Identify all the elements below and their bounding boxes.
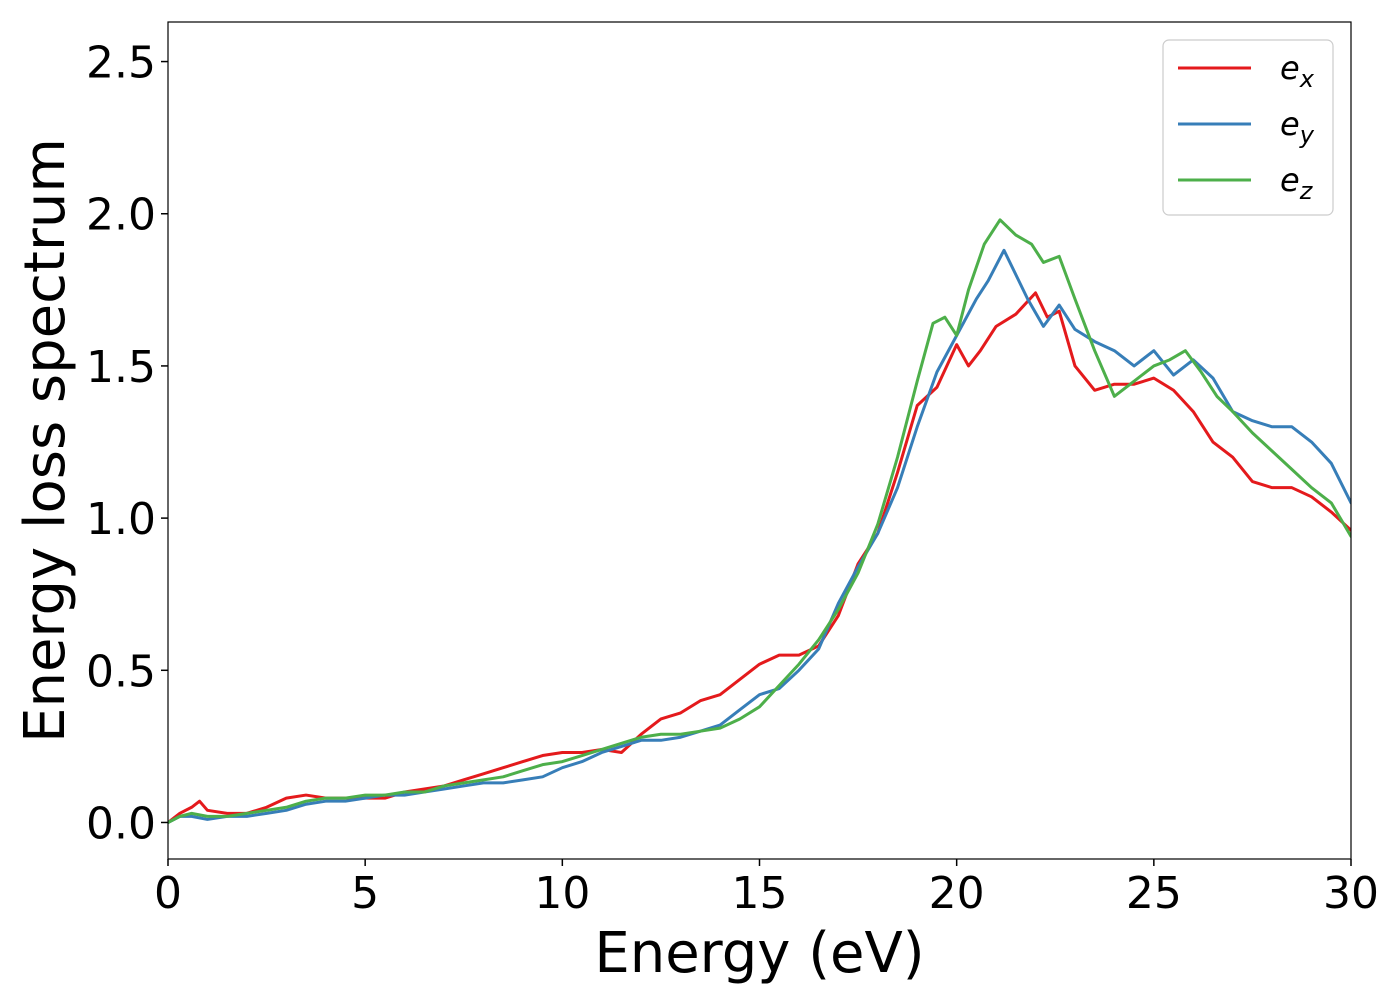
y-tick-label: 1.0: [86, 494, 156, 545]
x-tick-label: 25: [1126, 868, 1182, 919]
series-line-x: [168, 291, 1351, 824]
legend-label-x: ex: [1280, 49, 1315, 93]
y-tick-label: 1.5: [86, 342, 156, 393]
legend-label-z: ez: [1280, 161, 1314, 205]
x-tick-label: 5: [351, 868, 379, 919]
y-tick-label: 0.0: [86, 798, 156, 849]
x-tick-label: 10: [534, 868, 590, 919]
y-axis-ticks: 0.0 0.5 1.0 1.5 2.0 2.5: [86, 38, 168, 849]
x-tick-label: 0: [154, 868, 182, 919]
x-axis-label: Energy (eV): [594, 921, 924, 986]
legend-box: [1162, 39, 1334, 216]
series-line-y: [168, 248, 1351, 824]
y-tick-label: 0.5: [86, 646, 156, 697]
x-tick-label: 15: [732, 868, 788, 919]
legend: ex ey ez: [1162, 39, 1334, 216]
y-tick-label: 2.0: [86, 190, 156, 241]
series-layer: [168, 218, 1351, 824]
series-line-z: [168, 218, 1351, 824]
x-axis-ticks: 0 5 10 15 20 25 30: [154, 859, 1379, 919]
y-axis-label: Energy loss spectrum: [13, 138, 78, 743]
legend-label-y: ey: [1280, 105, 1315, 149]
x-tick-label: 30: [1323, 868, 1379, 919]
legend-items: ex ey ez: [1178, 49, 1315, 205]
x-tick-label: 20: [929, 868, 985, 919]
y-tick-label: 2.5: [86, 38, 156, 89]
